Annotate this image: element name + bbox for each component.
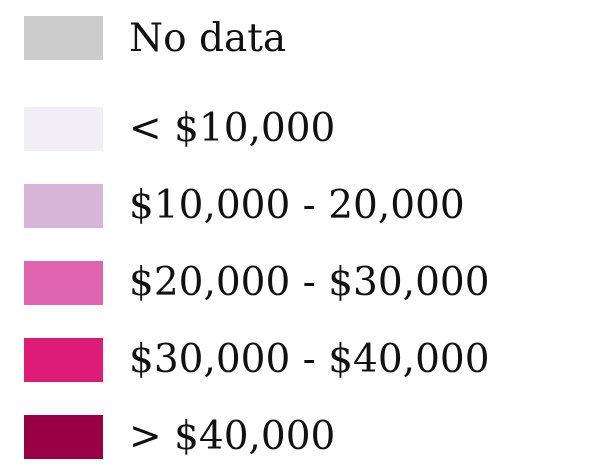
swatch-under-10000: [24, 106, 103, 151]
legend-label-no-data: No data: [129, 15, 287, 61]
legend-label-10000-20000: $10,000 - 20,000: [129, 183, 465, 228]
legend-entry-30000-40000: $30,000 - $40,000: [24, 321, 594, 398]
legend-entry-no-data: No data: [24, 13, 594, 63]
legend-entry-over-40000: > $40,000: [24, 398, 594, 475]
swatch-over-40000: [24, 414, 103, 459]
legend-label-over-40000: > $40,000: [129, 414, 336, 459]
legend-label-20000-30000: $20,000 - $30,000: [129, 260, 490, 305]
swatch-10000-20000: [24, 183, 103, 228]
legend-label-under-10000: < $10,000: [129, 106, 336, 151]
swatch-20000-30000: [24, 260, 103, 305]
legend-entry-10000-20000: $10,000 - 20,000: [24, 167, 594, 244]
legend-entry-under-10000: < $10,000: [24, 90, 594, 167]
legend-entry-20000-30000: $20,000 - $30,000: [24, 244, 594, 321]
swatch-no-data: [24, 16, 103, 60]
legend: No data < $10,000 $10,000 - 20,000 $20,0…: [24, 13, 594, 475]
swatch-30000-40000: [24, 337, 103, 382]
legend-label-30000-40000: $30,000 - $40,000: [129, 337, 490, 382]
